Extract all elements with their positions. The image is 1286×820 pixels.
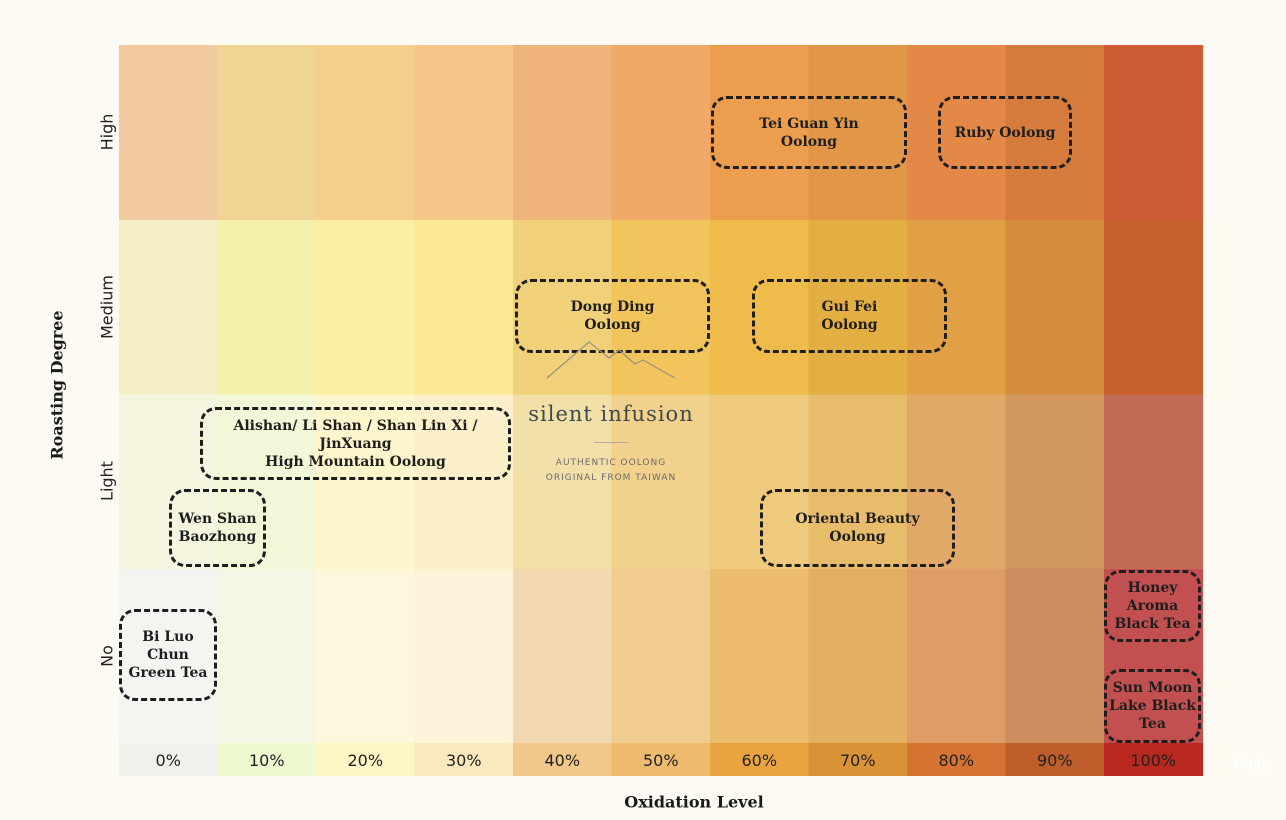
y-category-label: Light bbox=[97, 461, 117, 502]
tea-label: Alishan/ Li Shan / Shan Lin Xi / JinXuan… bbox=[233, 417, 478, 470]
heatmap-cell bbox=[611, 219, 711, 395]
heatmap-cell bbox=[119, 219, 219, 395]
heatmap-cell bbox=[1104, 568, 1204, 744]
heatmap-cell bbox=[119, 568, 219, 744]
x-tick-label: 70% bbox=[839, 751, 876, 770]
heatmap-cell bbox=[316, 45, 416, 221]
tea-box: Dong Ding Oolong bbox=[515, 279, 710, 353]
y-category-label: Medium bbox=[97, 274, 117, 339]
x-tick-label: 10% bbox=[248, 751, 285, 770]
tea-label: Wen Shan Baozhong bbox=[178, 511, 257, 545]
x-axis-title: Oxidation Level bbox=[624, 792, 764, 812]
heatmap-cell bbox=[217, 568, 317, 744]
x-tick-label: 30% bbox=[445, 751, 482, 770]
heatmap-cell bbox=[808, 45, 908, 221]
x-tick-label: 50% bbox=[642, 751, 679, 770]
heatmap-cell bbox=[808, 568, 908, 744]
heatmap-cell bbox=[1104, 219, 1204, 395]
heatmap-cell bbox=[119, 45, 219, 221]
heatmap-cell bbox=[808, 219, 908, 395]
heatmap-cell bbox=[414, 45, 514, 221]
heatmap-cell bbox=[513, 568, 613, 744]
x-tick-band bbox=[1104, 743, 1204, 776]
x-tick-band bbox=[907, 743, 1007, 776]
heatmap-cell bbox=[1005, 219, 1105, 395]
heatmap-cell bbox=[217, 219, 317, 395]
y-axis-title: Roasting Degree bbox=[47, 310, 67, 460]
post-button[interactable]: Post bbox=[1234, 754, 1268, 773]
heatmap-cell bbox=[513, 45, 613, 221]
tea-label: Bi Luo Chun Green Tea bbox=[128, 629, 208, 681]
heatmap-cell bbox=[907, 394, 1007, 570]
x-tick-band bbox=[513, 743, 613, 776]
tea-box: Alishan/ Li Shan / Shan Lin Xi / JinXuan… bbox=[200, 407, 511, 480]
x-tick-band bbox=[1005, 743, 1105, 776]
x-tick-label: 100% bbox=[1130, 751, 1177, 770]
heatmap-cell bbox=[710, 394, 810, 570]
x-tick-band bbox=[611, 743, 711, 776]
tea-label: Gui Fei Oolong bbox=[821, 299, 878, 333]
tea-box: Oriental Beauty Oolong bbox=[760, 489, 955, 567]
heatmap-cell bbox=[217, 394, 317, 570]
heatmap-cell bbox=[316, 568, 416, 744]
heatmap-cell bbox=[414, 568, 514, 744]
x-tick-band bbox=[710, 743, 810, 776]
tea-box: Bi Luo Chun Green Tea bbox=[119, 609, 217, 701]
tea-box: Sun Moon Lake Black Tea bbox=[1104, 669, 1201, 743]
tea-label: Dong Ding Oolong bbox=[570, 299, 655, 333]
x-tick-label: 80% bbox=[938, 751, 975, 770]
heatmap-cell bbox=[710, 219, 810, 395]
tea-label: Oriental Beauty Oolong bbox=[795, 511, 920, 545]
heatmap-cell bbox=[907, 219, 1007, 395]
heatmap-cell bbox=[907, 568, 1007, 744]
brand-tagline-1: AUTHENTIC OOLONG bbox=[555, 458, 667, 468]
tea-label: Honey Aroma Black Tea bbox=[1114, 580, 1191, 632]
tea-box: Tei Guan Yin Oolong bbox=[711, 96, 907, 169]
heatmap-cell bbox=[710, 45, 810, 221]
brand-name: silent infusion bbox=[528, 402, 694, 426]
heatmap-cell bbox=[217, 45, 317, 221]
tea-box: Honey Aroma Black Tea bbox=[1104, 570, 1201, 642]
tea-box: Ruby Oolong bbox=[938, 96, 1072, 169]
heatmap-cell bbox=[1104, 45, 1204, 221]
heatmap-cell bbox=[611, 394, 711, 570]
x-tick-label: 20% bbox=[347, 751, 384, 770]
tea-label: Sun Moon Lake Black Tea bbox=[1109, 680, 1196, 732]
mountain-logo-icon bbox=[546, 341, 676, 379]
heatmap-cell bbox=[808, 394, 908, 570]
heatmap-cell bbox=[1005, 45, 1105, 221]
y-category-label: No bbox=[97, 644, 117, 667]
x-tick-label: 40% bbox=[544, 751, 581, 770]
heatmap-cell bbox=[1104, 394, 1204, 570]
x-tick-label: 90% bbox=[1036, 751, 1073, 770]
x-tick-band bbox=[808, 743, 908, 776]
x-tick-label: 0% bbox=[155, 751, 181, 770]
tea-box: Gui Fei Oolong bbox=[752, 279, 947, 353]
heatmap-cell bbox=[710, 568, 810, 744]
tea-label: Tei Guan Yin Oolong bbox=[759, 115, 859, 150]
heatmap-cell bbox=[513, 394, 613, 570]
heatmap-cell bbox=[1005, 394, 1105, 570]
heatmap-cell bbox=[907, 45, 1007, 221]
y-category-label: High bbox=[97, 113, 117, 151]
heatmap-cell bbox=[611, 568, 711, 744]
tea-label: Ruby Oolong bbox=[954, 124, 1056, 141]
x-tick-band bbox=[119, 743, 219, 776]
brand-divider bbox=[594, 442, 628, 443]
heatmap-cell bbox=[414, 219, 514, 395]
brand-tagline-2: ORIGINAL FROM TAIWAN bbox=[545, 473, 677, 483]
x-tick-band bbox=[217, 743, 317, 776]
tea-box: Wen Shan Baozhong bbox=[169, 489, 266, 567]
heatmap-cell bbox=[316, 394, 416, 570]
heatmap-cell bbox=[1005, 568, 1105, 744]
x-tick-band bbox=[316, 743, 416, 776]
x-tick-band bbox=[414, 743, 514, 776]
x-tick-label: 60% bbox=[741, 751, 778, 770]
heatmap-cell bbox=[611, 45, 711, 221]
heatmap-cell bbox=[414, 394, 514, 570]
heatmap-cell bbox=[316, 219, 416, 395]
